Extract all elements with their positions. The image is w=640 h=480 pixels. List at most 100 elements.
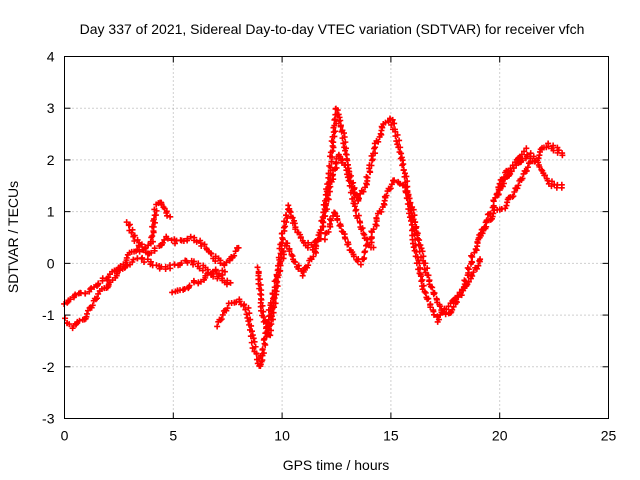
data-point-marker — [147, 258, 154, 265]
x-tick-label: 25 — [601, 428, 617, 444]
data-point-marker — [304, 244, 311, 251]
data-point-marker — [473, 265, 480, 272]
data-point-marker — [257, 363, 264, 370]
data-point-marker — [387, 185, 394, 192]
data-point-marker — [198, 243, 205, 250]
data-point-marker — [379, 124, 386, 131]
data-point-marker — [500, 180, 507, 187]
data-point-marker — [396, 149, 403, 156]
data-point-marker — [150, 223, 157, 230]
plot-frame — [64, 56, 609, 419]
data-point-marker — [280, 224, 287, 231]
data-point-marker — [129, 226, 136, 233]
data-point-marker — [181, 285, 188, 292]
data-point-marker — [270, 309, 277, 316]
data-point-marker — [477, 230, 484, 237]
data-point-marker — [297, 234, 304, 241]
data-point-marker — [232, 248, 239, 255]
data-point-marker — [342, 147, 349, 154]
data-point-marker — [139, 254, 146, 261]
data-point-marker — [284, 215, 291, 222]
data-point-marker — [519, 157, 526, 164]
data-point-marker — [424, 265, 431, 272]
data-point-marker — [282, 223, 289, 230]
data-point-marker — [521, 148, 528, 155]
data-point-marker — [435, 316, 442, 323]
y-tick-label: 2 — [47, 152, 55, 168]
data-point-marker — [332, 105, 339, 112]
data-point-marker — [364, 174, 371, 181]
data-point-marker — [215, 270, 222, 277]
data-point-marker — [417, 264, 424, 271]
data-point-marker — [400, 161, 407, 168]
data-point-marker — [76, 317, 83, 324]
data-point-marker — [258, 358, 265, 365]
data-point-marker — [217, 317, 224, 324]
data-point-marker — [363, 236, 370, 243]
data-point-marker — [427, 304, 434, 311]
data-point-marker — [510, 193, 517, 200]
data-point-marker — [295, 265, 302, 272]
data-point-marker — [66, 321, 73, 328]
data-point-marker — [366, 241, 373, 248]
data-point-marker — [337, 122, 344, 129]
data-point-marker — [362, 248, 369, 255]
data-point-marker — [527, 150, 534, 157]
data-point-marker — [361, 254, 368, 261]
data-point-marker — [214, 323, 221, 330]
data-point-marker — [527, 155, 534, 162]
data-point-marker — [348, 180, 355, 187]
data-point-marker — [161, 236, 168, 243]
data-point-marker — [402, 188, 409, 195]
data-point-marker — [436, 301, 443, 308]
data-point-marker — [262, 341, 269, 348]
data-point-marker — [223, 259, 230, 266]
data-point-marker — [195, 260, 202, 267]
data-point-marker — [243, 311, 250, 318]
data-point-marker — [193, 238, 200, 245]
data-point-marker — [321, 206, 328, 213]
data-point-marker — [511, 189, 518, 196]
data-point-marker — [178, 260, 185, 267]
data-point-marker — [236, 296, 243, 303]
data-point-marker — [391, 120, 398, 127]
data-point-marker — [524, 151, 531, 158]
data-point-marker — [424, 296, 431, 303]
data-point-marker — [477, 256, 484, 263]
series-track-d — [169, 266, 228, 296]
data-point-marker — [326, 162, 333, 169]
data-point-marker — [67, 296, 74, 303]
data-point-marker — [370, 226, 377, 233]
x-axis-label: GPS time / hours — [283, 457, 390, 473]
x-tick-label: 5 — [169, 428, 177, 444]
data-point-marker — [418, 245, 425, 252]
data-point-marker — [495, 191, 502, 198]
data-point-marker — [89, 302, 96, 309]
data-point-marker — [131, 238, 138, 245]
data-point-marker — [187, 233, 194, 240]
data-point-marker — [461, 277, 468, 284]
data-point-marker — [490, 210, 497, 217]
data-point-marker — [518, 151, 525, 158]
data-point-marker — [167, 213, 174, 220]
data-point-marker — [286, 208, 293, 215]
y-axis-label: SDTVAR / TECUs — [5, 181, 21, 293]
data-point-marker — [412, 253, 419, 260]
y-tick-label: 4 — [47, 49, 55, 65]
data-point-marker — [375, 138, 382, 145]
data-point-marker — [135, 242, 142, 249]
data-point-marker — [394, 141, 401, 148]
data-point-marker — [325, 228, 332, 235]
data-point-marker — [196, 265, 203, 272]
data-point-marker — [468, 252, 475, 259]
data-point-marker — [314, 236, 321, 243]
tick-layer: 0 5 10 15 20 25 -3 -2 -1 0 1 2 3 4 — [42, 49, 616, 444]
data-point-marker — [449, 306, 456, 313]
data-point-marker — [203, 245, 210, 252]
data-point-marker — [191, 234, 198, 241]
data-point-marker — [123, 219, 130, 226]
y-tick-label: 3 — [47, 100, 55, 116]
data-point-marker — [550, 147, 557, 154]
data-point-marker — [354, 258, 361, 265]
